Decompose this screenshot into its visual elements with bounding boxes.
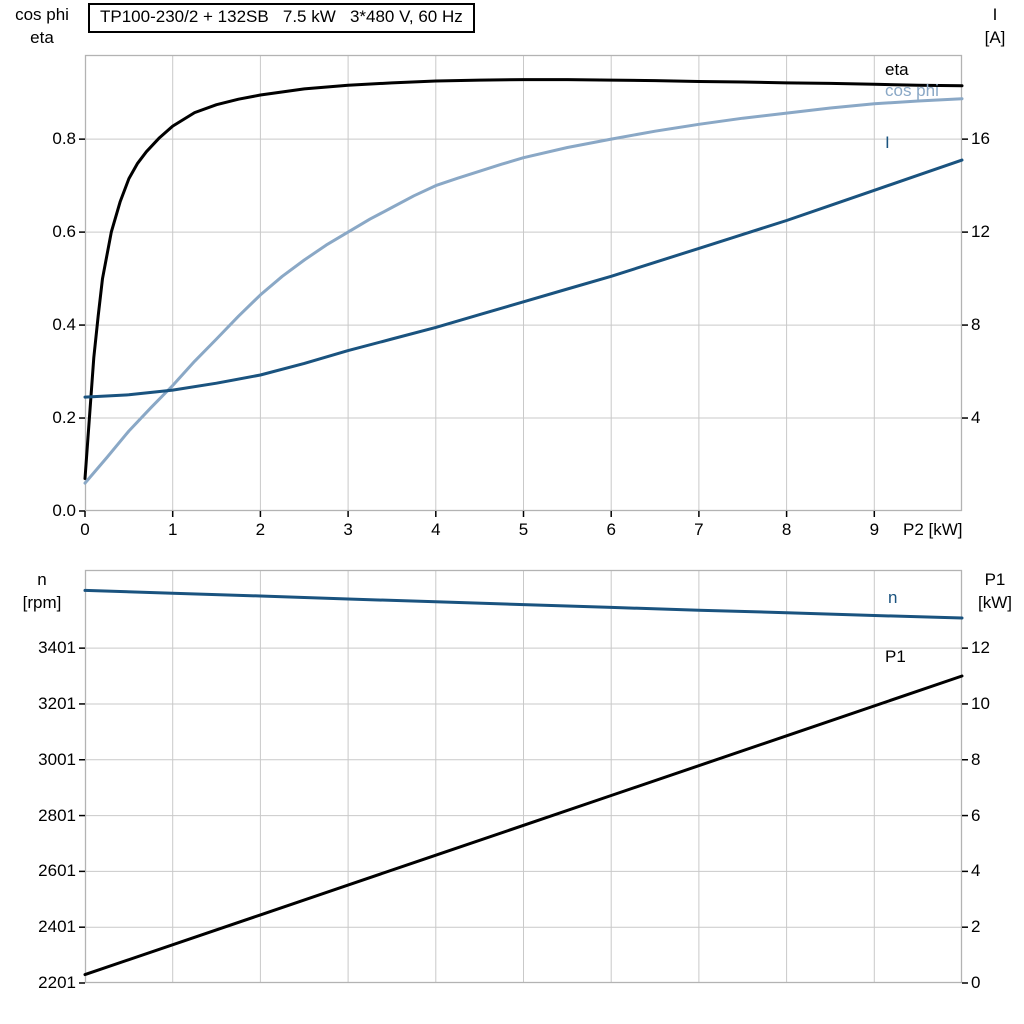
right-axis-tick-label: 6 [971,805,981,825]
x-axis-tick-label: 6 [606,520,616,539]
x-axis-tick-label: 8 [781,520,792,539]
right-axis-tick-label: 16 [971,129,990,149]
left-axis-tick-label: 3401 [38,638,76,658]
right-axis-tick-label: 10 [971,693,990,713]
series-label-eta: eta [885,60,909,79]
x-axis-label-p2: P2 [kW] [903,520,963,539]
axis-title-cos-phi: cos phi [15,5,69,24]
chart-title: TP100-230/2 + 132SB 7.5 kW 3*480 V, 60 H… [88,3,475,33]
series-label-current: I [885,133,890,152]
left-axis-tick-label: 3001 [38,749,76,769]
axis-title-speed-unit: [rpm] [22,593,62,612]
curve-cos-phi [83,97,964,485]
left-axis-tick-label: 2801 [38,805,76,825]
axis-title-current-unit: [A] [984,28,1006,47]
x-axis-tick-label: 9 [869,520,880,539]
right-axis-tick-label: 4 [971,861,981,881]
x-axis-tick-label: 3 [343,520,353,539]
motor-efficiency-chart: P2 [kW] eta cos phi I 0.0 0.2 0.4 0.6 0.8 4 8 1… [52,54,990,539]
left-axis-tick-label: 0.8 [52,129,76,149]
right-axis-tick-label: 12 [971,222,990,242]
series-label-cos-phi: cos phi [885,81,939,100]
right-axis-tick-label: 0 [971,973,981,992]
speed-power-chart: n P1 2201 2401 2601 2801 3001 3201 3401 0 2 4 6 8 10… [38,569,990,992]
series-label-p1: P1 [885,647,906,666]
axis-title-current: I [992,5,998,24]
series-label-speed: n [888,588,898,607]
axis-title-eta: eta [30,28,54,47]
x-axis-tick-label: 1 [167,520,178,539]
chart-canvas [79,569,968,984]
left-axis-tick-label: 0.6 [52,222,76,242]
x-axis-tick-label: 7 [694,520,704,539]
top-right-axis-title: I [A] [966,3,1024,49]
left-axis-tick-label: 2601 [38,861,76,881]
right-axis-tick-label: 8 [971,749,981,769]
curve-P1 [83,674,964,977]
axis-title-speed: n [37,570,47,589]
right-axis-tick-label: 2 [971,917,981,937]
left-axis-tick-label: 2401 [38,917,76,937]
left-axis-tick-label: 0.2 [52,408,76,428]
x-axis-tick-label: 5 [518,520,529,539]
left-axis-tick-label: 0.4 [52,315,76,335]
axis-title-p1-unit: [kW] [978,593,1012,612]
x-axis-tick-label: 0 [80,520,90,539]
x-axis-tick-label: 4 [431,520,441,539]
top-left-axis-title: cos phi eta [0,3,84,49]
right-axis-tick-label: 8 [971,315,981,335]
bottom-right-axis-title: P1 [kW] [966,568,1024,614]
axis-title-p1: P1 [984,570,1006,589]
curve-I [83,158,964,399]
right-axis-tick-label: 12 [971,638,990,658]
curve-eta [83,78,964,480]
chart-canvas [79,54,968,517]
x-axis-tick-label: 2 [255,520,266,539]
left-axis-tick-label: 2201 [38,973,76,992]
left-axis-tick-label: 0.0 [52,501,76,520]
left-axis-tick-label: 3201 [38,693,76,713]
bottom-left-axis-title: n [rpm] [0,568,84,614]
curve-n [83,588,964,620]
right-axis-tick-label: 4 [971,408,981,428]
